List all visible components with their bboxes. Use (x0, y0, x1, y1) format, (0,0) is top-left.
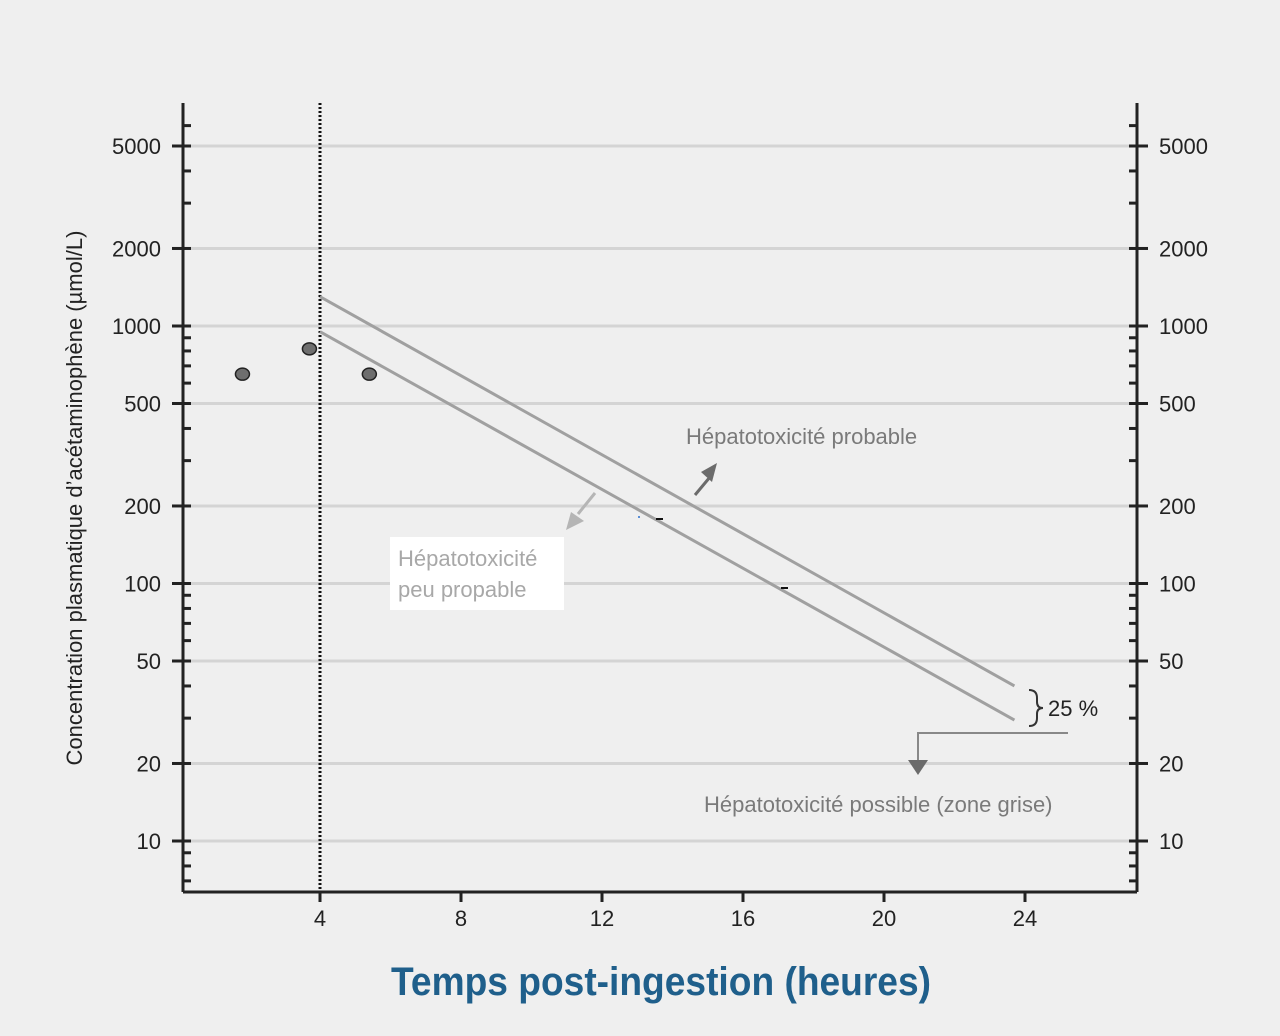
series-line-2 (319, 330, 1016, 722)
data-point-3 (361, 367, 378, 381)
x-tick-label: 16 (731, 906, 755, 931)
label-possible: Hépatotoxicité possible (zone grise) (704, 792, 1053, 817)
y-tick-label-left: 200 (124, 494, 161, 519)
annotations: Hépatotoxicité probable Hépatotoxicité p… (390, 424, 1098, 817)
brace-25-percent (1028, 689, 1044, 727)
y-tick-label-right: 20 (1159, 751, 1183, 776)
arrow-probable (693, 476, 712, 496)
data-points (234, 342, 378, 381)
threshold-lines (319, 295, 1016, 722)
x-tick-label: 24 (1013, 906, 1037, 931)
small-mark (781, 587, 788, 589)
gridlines (183, 144, 1137, 843)
x-tick-label: 4 (314, 906, 326, 931)
y-tick-label-left: 1000 (112, 314, 161, 339)
small-mark (656, 518, 663, 520)
label-25-percent: 25 % (1048, 696, 1098, 721)
label-probable: Hépatotoxicité probable (686, 424, 917, 449)
y-tick-label-left: 2000 (112, 236, 161, 261)
y-tick-label-right: 100 (1159, 571, 1196, 596)
small-mark (638, 516, 640, 518)
y-tick-label-left: 50 (137, 649, 161, 674)
x-tick-label: 8 (455, 906, 467, 931)
y-tick-label-right: 10 (1159, 829, 1183, 854)
y-tick-label-left: 5000 (112, 134, 161, 159)
arrow-possible-head (908, 760, 928, 775)
y-tick-label-left: 100 (124, 571, 161, 596)
y-tick-label-left: 10 (137, 829, 161, 854)
label-peu-probable-line2: peu propable (398, 577, 526, 602)
label-peu-probable-box (390, 537, 564, 610)
arrow-peu-probable-head (566, 512, 584, 530)
y-tick-label-left: 20 (137, 751, 161, 776)
x-axis-title: Temps post-ingestion (heures) (391, 960, 931, 1004)
y-tick-label-left: 500 (124, 392, 161, 417)
y-tick-label-right: 5000 (1159, 134, 1208, 159)
x-tick-label: 20 (872, 906, 896, 931)
y-tick-label-right: 2000 (1159, 236, 1208, 261)
data-point-1 (234, 367, 251, 381)
data-point-2 (301, 342, 318, 356)
y-axis-title: Concentration plasmatique d’acétaminophè… (62, 231, 87, 766)
y-tick-label-right: 500 (1159, 392, 1196, 417)
axes: 5000 5000 2000 2000 1000 1000 500 500 200 200 100 1… (112, 103, 1208, 931)
arrow-probable-head (701, 463, 717, 482)
y-tick-label-right: 200 (1159, 494, 1196, 519)
x-tick-label: 12 (590, 906, 614, 931)
arrow-peu-probable (576, 492, 597, 515)
series-line-1 (319, 295, 1016, 688)
label-peu-probable-line1: Hépatotoxicité (398, 546, 537, 571)
y-tick-label-right: 50 (1159, 649, 1183, 674)
arrow-possible (917, 732, 1068, 760)
y-tick-label-right: 1000 (1159, 314, 1208, 339)
